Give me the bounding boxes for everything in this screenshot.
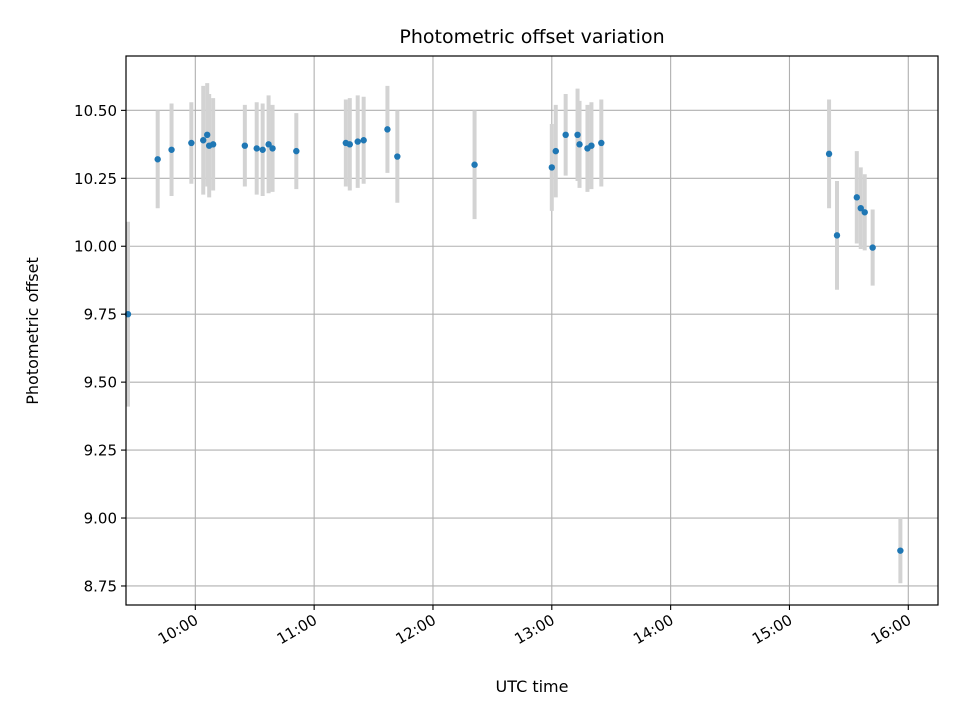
- data-point: [576, 141, 583, 148]
- y-tick-label: 10.50: [74, 102, 117, 120]
- chart-title: Photometric offset variation: [399, 26, 664, 48]
- data-point: [204, 131, 211, 139]
- data-point: [346, 141, 353, 148]
- y-tick-label: 10.00: [74, 238, 117, 256]
- data-point: [360, 137, 367, 144]
- data-point: [471, 161, 478, 168]
- data-point: [168, 146, 175, 153]
- y-tick-label: 9.00: [84, 510, 117, 528]
- data-point: [293, 147, 300, 155]
- data-point: [857, 204, 864, 212]
- y-tick-label: 9.50: [84, 374, 117, 392]
- data-point: [269, 145, 276, 152]
- y-axis-ticks: 8.75 9.00 9.25 9.50 9.75 10.00 10.25 10.50: [74, 102, 126, 595]
- data-point: [548, 164, 556, 171]
- data-point: [562, 131, 569, 139]
- data-point: [574, 131, 581, 139]
- data-point: [154, 156, 161, 163]
- data-point: [241, 142, 249, 149]
- data-point: [394, 153, 401, 160]
- y-tick-label: 9.25: [84, 442, 117, 460]
- data-point: [825, 150, 833, 158]
- data-point: [833, 232, 841, 239]
- data-points: [124, 126, 904, 554]
- y-tick-label: 10.25: [74, 170, 117, 188]
- data-point: [598, 139, 605, 147]
- x-axis-label: UTC time: [496, 677, 569, 696]
- plot-frame: [125, 55, 939, 606]
- data-point: [869, 244, 876, 251]
- y-axis-label: Photometric offset: [23, 257, 42, 405]
- data-point: [259, 146, 266, 153]
- data-point: [265, 141, 272, 148]
- y-tick-label: 8.75: [84, 577, 117, 595]
- data-point: [384, 126, 391, 133]
- data-point: [861, 209, 868, 216]
- data-point: [188, 139, 195, 147]
- data-point: [552, 147, 559, 155]
- data-point: [897, 547, 904, 554]
- data-point: [853, 194, 860, 201]
- data-point: [253, 145, 260, 152]
- data-point: [588, 142, 595, 149]
- data-point: [200, 137, 207, 144]
- data-point: [354, 138, 361, 145]
- data-point: [209, 141, 217, 148]
- y-tick-label: 9.75: [84, 306, 117, 324]
